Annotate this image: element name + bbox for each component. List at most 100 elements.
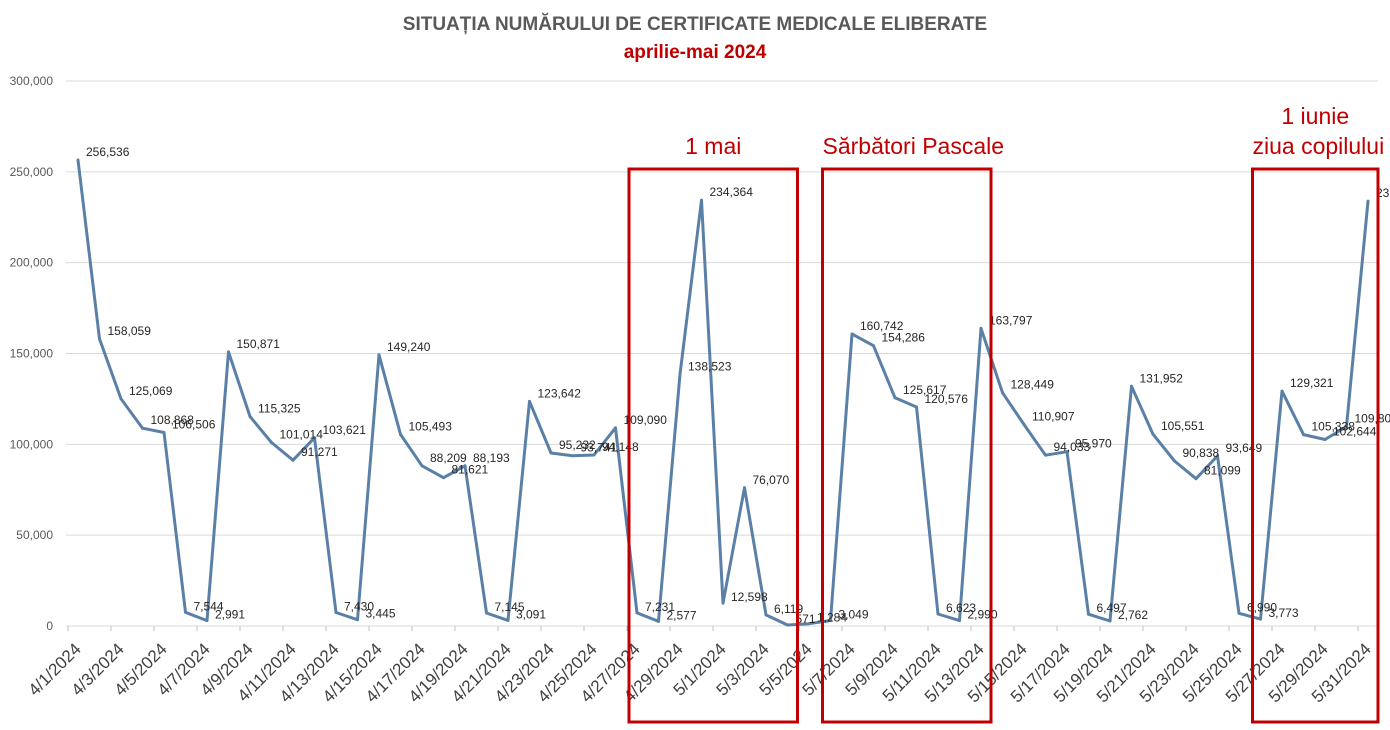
data-point <box>614 426 617 430</box>
data-label: 101,014 <box>280 427 324 441</box>
data-point <box>377 353 381 357</box>
annotation-box <box>1251 167 1380 724</box>
data-label: 91,271 <box>301 445 338 459</box>
data-point <box>528 399 531 403</box>
data-point <box>356 618 359 622</box>
data-label: 6,623 <box>946 601 976 615</box>
data-point <box>98 337 101 341</box>
data-label: 129,321 <box>1290 376 1334 390</box>
data-label: 94,148 <box>602 440 639 454</box>
data-point <box>807 622 811 626</box>
data-label: 256,536 <box>86 145 130 159</box>
data-label: 150,871 <box>237 337 281 351</box>
data-point <box>463 464 467 468</box>
data-point <box>635 611 639 615</box>
y-tick-label: 200,000 <box>10 256 54 270</box>
data-point <box>119 397 123 401</box>
data-label: 81,099 <box>1204 464 1241 478</box>
data-label: 138,523 <box>688 359 732 373</box>
data-label: 110,907 <box>1032 410 1075 424</box>
data-point <box>399 432 402 436</box>
data-label: 95,232 <box>559 438 596 452</box>
data-point <box>313 436 316 440</box>
data-label: 105,551 <box>1161 419 1205 433</box>
data-point <box>1044 453 1047 457</box>
data-point <box>1280 389 1284 393</box>
data-point <box>1065 450 1069 454</box>
data-label: 234,364 <box>710 185 754 199</box>
data-label: 3,049 <box>839 607 869 621</box>
data-label: 108,868 <box>151 413 195 427</box>
data-label: 115,325 <box>258 401 301 415</box>
data-point <box>743 486 746 490</box>
data-label: 1,284 <box>817 611 847 625</box>
annotation-box <box>627 167 799 724</box>
data-point <box>657 619 660 623</box>
data-label: 6,990 <box>1247 600 1277 614</box>
data-label: 125,069 <box>129 384 173 398</box>
data-point <box>571 454 574 458</box>
data-point <box>442 476 445 480</box>
data-point <box>979 326 983 330</box>
annotation-label-line: Sărbători Pascale <box>822 133 1005 159</box>
data-label: 154,286 <box>882 331 926 345</box>
data-point <box>205 619 209 623</box>
data-point <box>700 198 703 202</box>
data-label: 88,193 <box>473 451 510 465</box>
data-label: 7,544 <box>194 599 224 613</box>
series-line <box>76 159 1370 627</box>
data-label: 163,797 <box>989 313 1033 327</box>
data-point <box>1302 433 1305 437</box>
data-point <box>141 426 144 430</box>
data-label: 120,576 <box>925 392 969 406</box>
data-point <box>1151 432 1155 436</box>
data-point <box>1087 612 1090 616</box>
data-label: 95,970 <box>1075 437 1112 451</box>
data-point <box>1022 423 1026 427</box>
data-point <box>1194 477 1198 481</box>
data-point <box>1216 454 1219 458</box>
data-point <box>936 612 940 616</box>
data-point <box>721 601 725 605</box>
data-label: 571 <box>796 612 816 626</box>
data-label: 2,990 <box>968 608 998 622</box>
y-tick-label: 250,000 <box>10 165 54 179</box>
data-point <box>1323 438 1327 442</box>
data-point <box>1001 391 1004 395</box>
data-label: 3,445 <box>366 607 396 621</box>
data-label: 103,621 <box>323 423 367 437</box>
data-label: 76,070 <box>753 473 790 487</box>
data-point <box>184 610 187 614</box>
chart-title: SITUAȚIA NUMĂRULUI DE CERTIFICATE MEDICA… <box>402 14 988 35</box>
y-tick-label: 150,000 <box>10 347 54 361</box>
annotation-label-line: 1 iunie <box>1281 103 1350 129</box>
data-label: 7,231 <box>645 600 675 614</box>
data-point <box>1366 199 1370 203</box>
data-point <box>1345 425 1348 429</box>
data-point <box>248 414 252 418</box>
chart-subtitle: aprilie-mai 2024 <box>623 42 767 63</box>
data-label: 109,090 <box>624 413 668 427</box>
annotation-label-line: ziua copilului <box>1252 133 1385 159</box>
data-label: 2,762 <box>1118 608 1148 622</box>
data-point <box>1108 619 1112 623</box>
data-label: 2,991 <box>215 608 245 622</box>
data-point <box>1237 611 1241 615</box>
data-point <box>420 464 424 468</box>
data-label: 94,033 <box>1054 440 1091 454</box>
data-point <box>334 611 338 615</box>
data-point <box>786 623 789 627</box>
y-tick-label: 0 <box>46 619 53 633</box>
annotation-label: Sărbători Pascale <box>822 131 1005 161</box>
annotation-label-line: 1 mai <box>685 133 742 159</box>
data-label: 7,145 <box>495 600 525 614</box>
data-label: 125,617 <box>903 383 947 397</box>
data-point <box>162 431 166 435</box>
data-label: 93,741 <box>581 441 618 455</box>
data-point <box>76 158 80 162</box>
data-point <box>1130 384 1133 388</box>
data-point <box>549 451 553 455</box>
data-label: 88,209 <box>430 451 467 465</box>
data-label: 81,621 <box>452 463 489 477</box>
